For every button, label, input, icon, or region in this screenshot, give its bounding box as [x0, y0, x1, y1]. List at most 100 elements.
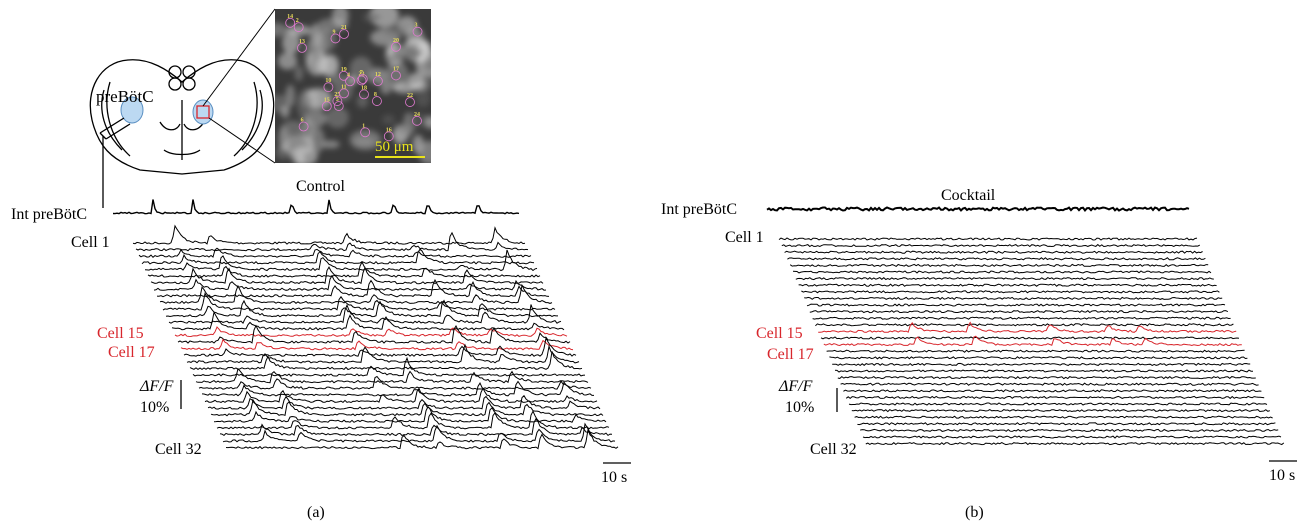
roi-number: 22 — [407, 93, 413, 99]
cell-trace-2 — [781, 243, 1201, 248]
cell-trace-6 — [147, 260, 541, 278]
preBotC-region-left — [120, 96, 144, 124]
cell-17-label-a: Cell 17 — [108, 344, 155, 361]
cell-trace-9 — [801, 290, 1220, 294]
micrograph-cell-blob — [275, 22, 288, 37]
micrograph-cell-blob — [424, 115, 431, 129]
time-scale-label-b: 10 s — [1269, 467, 1295, 484]
cell-trace-13 — [812, 316, 1231, 320]
micrograph-cell-blob — [295, 152, 305, 163]
roi-circle — [321, 101, 332, 112]
dff-scale-value-b: 10% — [785, 399, 814, 416]
cell-trace-29 — [857, 422, 1276, 426]
roi-number: 19 — [341, 67, 347, 73]
roi-number: 14 — [287, 14, 293, 20]
cell-trace-24 — [201, 380, 594, 397]
cell-trace-6 — [792, 270, 1212, 274]
cell-trace-23 — [198, 375, 592, 390]
cell-traces-control — [132, 224, 619, 450]
cell-1-label-b: Cell 1 — [725, 229, 764, 246]
roi-circle — [359, 89, 369, 100]
cell-trace-21 — [192, 356, 586, 377]
roi-circle — [405, 97, 415, 107]
micrograph-cell-blob — [294, 65, 304, 82]
micrograph-cell-blob — [392, 82, 418, 94]
micrograph-cell-blob — [309, 23, 321, 52]
dff-label-b: ΔF/F — [778, 378, 813, 395]
micrograph-cell-blob — [326, 106, 349, 129]
micrograph-cell-blob — [415, 88, 431, 108]
dff-label-a: ΔF/F — [139, 378, 174, 395]
cell-trace-32 — [865, 442, 1285, 446]
micrograph-cell-blob — [332, 9, 349, 27]
roi-number: 2 — [296, 18, 299, 24]
roi-number: 20 — [393, 38, 399, 44]
zoom-line-bottom — [208, 117, 276, 164]
micrograph-cell-blob — [349, 56, 373, 82]
micrograph-cell-blob — [363, 12, 382, 23]
cell-trace-31 — [222, 422, 616, 443]
int-prebotc-label-b: Int preBötC — [661, 201, 737, 218]
roi-circle — [333, 101, 344, 111]
cell-trace-32 — [225, 427, 619, 450]
cell-trace-15 — [174, 326, 568, 338]
cell-trace-23 — [840, 382, 1259, 386]
cell-trace-28 — [213, 405, 607, 423]
roi-number: 16 — [386, 127, 392, 133]
micrograph-cell-blob — [280, 105, 290, 118]
cell-trace-7 — [795, 276, 1214, 281]
cell-trace-28 — [854, 415, 1273, 419]
cell-trace-30 — [860, 428, 1279, 433]
roi-number: 11 — [341, 84, 347, 90]
roi-circle — [412, 115, 422, 126]
cell-trace-5 — [144, 249, 538, 272]
zoom-line-top — [202, 8, 276, 107]
panel-label-b: (b) — [965, 504, 984, 521]
roi-circle — [339, 29, 349, 39]
micrograph-cell-blob — [382, 23, 408, 39]
micrograph-cell-blob — [306, 50, 328, 76]
micrograph-cell-blob — [296, 93, 313, 120]
micrograph-cell-blob — [279, 120, 306, 144]
micrograph-cell-blob — [382, 114, 395, 125]
cell-trace-1 — [132, 224, 526, 245]
roi-number: 17 — [393, 66, 399, 72]
integrated-prebotc-trace-control — [112, 199, 520, 215]
cell-trace-15 — [818, 321, 1237, 333]
cell-trace-5 — [789, 263, 1209, 268]
int-prebotc-label-a: Int preBötC — [11, 206, 87, 223]
micrograph-scale-label: 50 μm — [375, 139, 414, 155]
cell-trace-26 — [207, 394, 601, 410]
roi-circle — [391, 41, 401, 52]
preBotC-region-right — [192, 99, 214, 125]
roi-circle — [357, 74, 368, 84]
roi-circle — [360, 127, 371, 138]
micrograph-cell-blob — [385, 60, 409, 89]
cell-trace-19 — [829, 356, 1248, 360]
roi-number: 4 — [347, 72, 350, 78]
roi-circle — [293, 22, 304, 33]
region-label: preBötC — [96, 87, 154, 106]
cell-trace-17 — [823, 335, 1242, 347]
micrograph-cell-blob — [398, 124, 415, 135]
cell-traces-cocktail — [778, 237, 1285, 446]
roi-circle — [356, 75, 367, 86]
roi-number: 12 — [375, 72, 381, 78]
roi-circle — [373, 76, 383, 87]
cell-trace-9 — [156, 278, 550, 298]
cell-trace-16 — [177, 324, 571, 344]
roi-number: 6 — [301, 117, 304, 123]
roi-number: 21 — [341, 25, 347, 31]
roi-number: 10 — [325, 78, 331, 84]
cell-15-label-a: Cell 15 — [97, 325, 144, 342]
cell-trace-4 — [787, 257, 1206, 261]
roi-circle — [298, 121, 309, 132]
brainstem-slice-schematic — [89, 59, 275, 175]
roi-number: 5 — [336, 97, 339, 103]
cell-trace-26 — [848, 402, 1268, 406]
cell-trace-14 — [171, 310, 565, 331]
roi-circle — [330, 33, 341, 44]
